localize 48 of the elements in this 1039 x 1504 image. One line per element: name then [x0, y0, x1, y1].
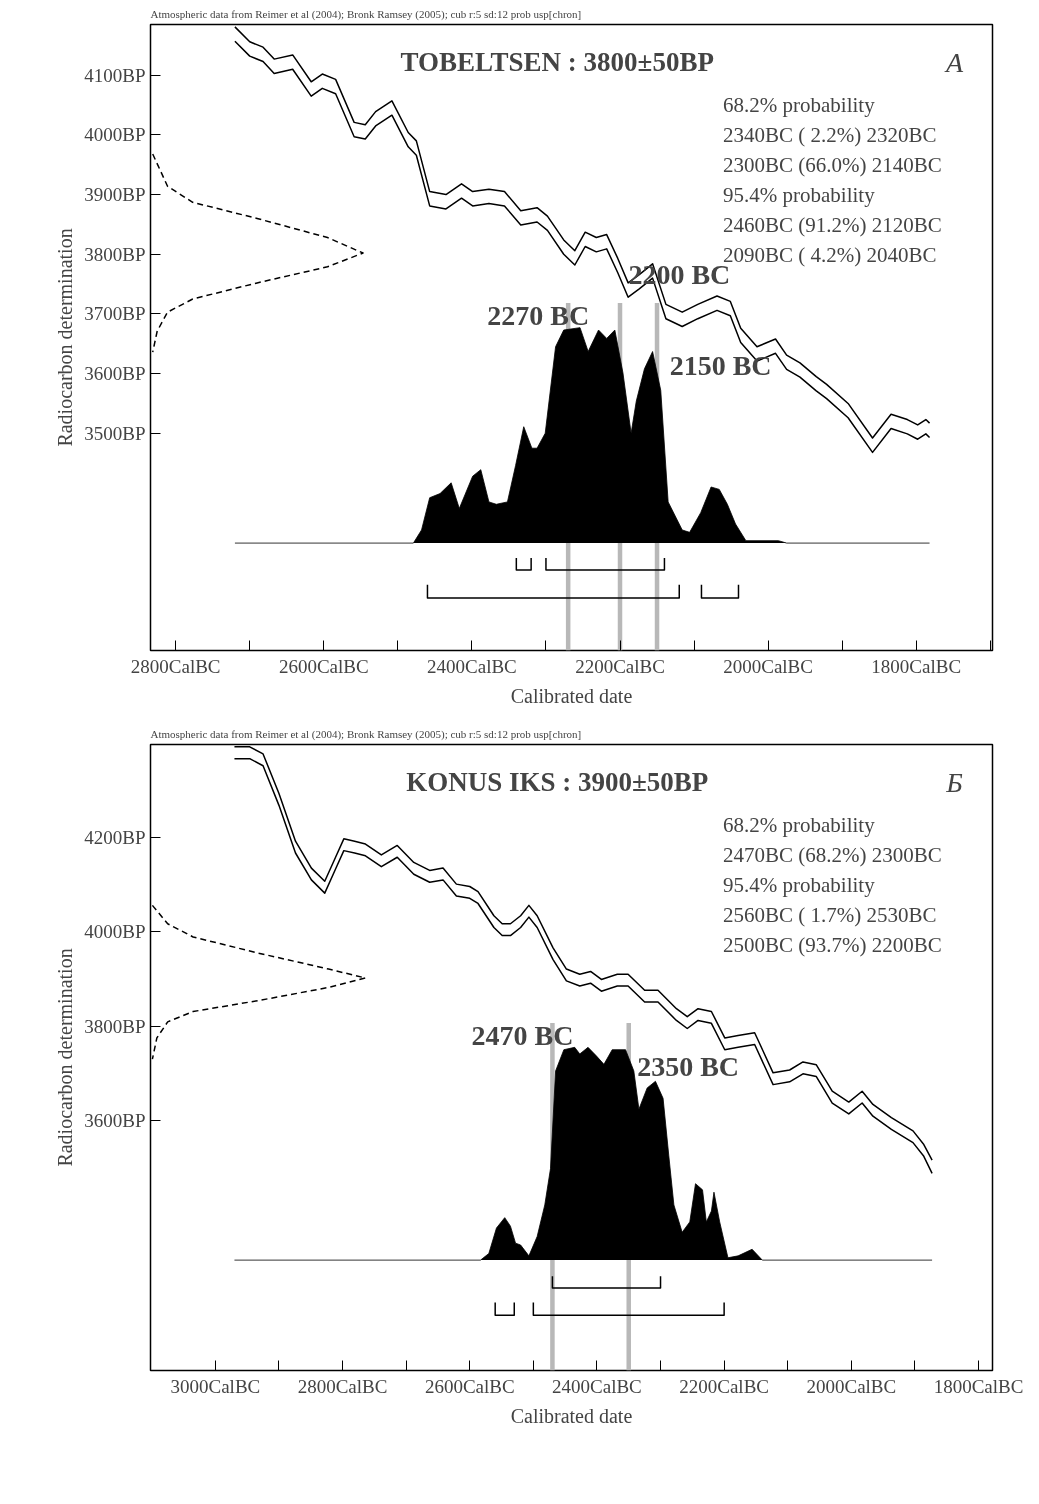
y-tick-label: 4200BP — [84, 826, 146, 848]
x-axis-title: Calibrated date — [510, 1404, 633, 1427]
annotation: 68.2% probability — [723, 812, 876, 837]
x-tick-label: 3000CalBC — [170, 1375, 261, 1397]
x-tick-label: 2400CalBC — [552, 1375, 642, 1397]
y-tick-label: 3900BP — [84, 184, 146, 206]
text: KONUS IKS : 3900±50BP — [406, 767, 709, 798]
x-tick-label: 2200CalBC — [679, 1375, 769, 1397]
y-tick-label: 3800BP — [84, 243, 146, 265]
x-tick-label: 2600CalBC — [278, 655, 369, 677]
annotation: 2560BC ( 1.7%) 2530BC — [723, 902, 937, 927]
annotation: А — [944, 46, 965, 78]
y-tick-label: 3700BP — [84, 303, 146, 325]
y-tick-label: 3600BP — [84, 363, 146, 385]
y-tick-label: 3500BP — [84, 422, 146, 444]
y-tick-label: 3800BP — [84, 1015, 146, 1037]
text: TOBELTSEN : 3800±50BP — [400, 47, 714, 78]
x-axis-title: Calibrated date — [510, 684, 633, 707]
annotation: 95.4% probability — [723, 872, 876, 897]
x-tick-label: 2000CalBC — [806, 1375, 897, 1397]
y-tick-label: 3600BP — [84, 1109, 146, 1131]
y-tick-label: 4000BP — [84, 921, 146, 943]
annotation: 68.2% probability — [723, 92, 876, 117]
annotation: 2460BC (91.2%) 2120BC — [723, 212, 942, 237]
annotation: Б — [945, 766, 963, 798]
x-tick-label: 2200CalBC — [575, 655, 665, 677]
annotation: 2470BC (68.2%) 2300BC — [723, 842, 942, 867]
annotation: 2300BC (66.0%) 2140BC — [723, 152, 942, 177]
y-tick-label: 4000BP — [84, 124, 146, 146]
chart-subtitle: Atmospheric data from Reimer et al (2004); Bronk Ramsey (2005); cub r:5 sd:12 prob usp[chron] — [150, 727, 582, 741]
x-tick-label: 2800CalBC — [297, 1375, 388, 1397]
x-tick-label: 2600CalBC — [424, 1375, 515, 1397]
x-tick-label: 1800CalBC — [871, 655, 962, 677]
y-tick-label: 4100BP — [84, 64, 146, 86]
ref-line-label: 2150 BC — [669, 350, 772, 382]
x-tick-label: 2400CalBC — [427, 655, 517, 677]
y-axis-title: Radiocarbon determination — [54, 948, 77, 1167]
chart-subtitle: Atmospheric data from Reimer et al (2004); Bronk Ramsey (2005); cub r:5 sd:12 prob usp[chron] — [150, 7, 582, 21]
x-tick-label: 1800CalBC — [933, 1375, 1024, 1397]
x-tick-label: 2000CalBC — [723, 655, 813, 677]
annotation: 2340BC ( 2.2%) 2320BC — [723, 122, 937, 147]
ref-line-label: 2270 BC — [487, 300, 590, 332]
y-axis-title: Radiocarbon determination — [54, 228, 77, 447]
x-tick-label: 2800CalBC — [130, 655, 221, 677]
ref-line-label: 2470 BC — [471, 1020, 574, 1052]
annotation: 2500BC (93.7%) 2200BC — [723, 932, 942, 957]
ref-line-label: 2350 BC — [637, 1051, 740, 1083]
annotation: 95.4% probability — [723, 182, 876, 207]
